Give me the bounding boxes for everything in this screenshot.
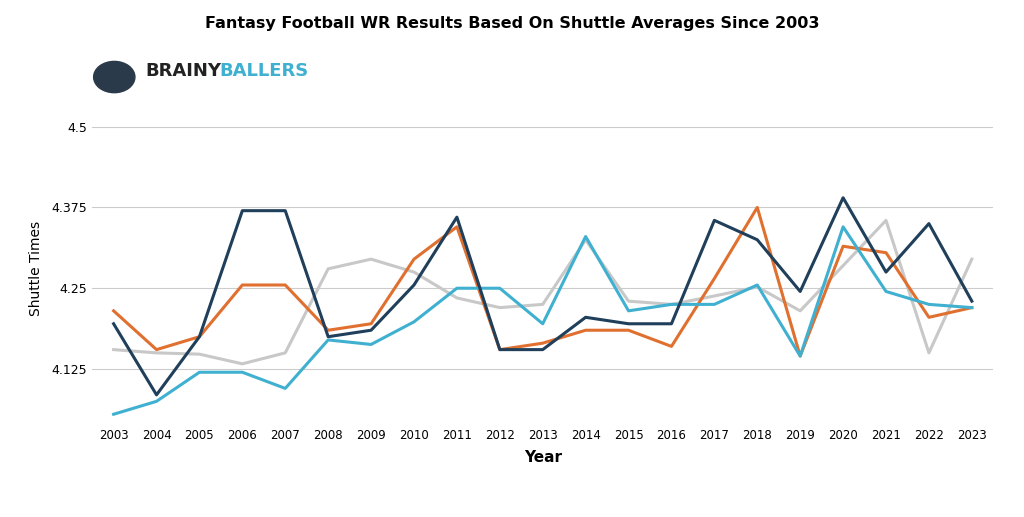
Text: Fantasy Football WR Results Based On Shuttle Averages Since 2003: Fantasy Football WR Results Based On Shu… (205, 16, 819, 31)
Text: BRAINY: BRAINY (145, 62, 221, 80)
Circle shape (93, 62, 135, 93)
Text: BALLERS: BALLERS (219, 62, 308, 80)
Y-axis label: Shuttle Times: Shuttle Times (30, 221, 43, 316)
X-axis label: Year: Year (523, 450, 562, 465)
